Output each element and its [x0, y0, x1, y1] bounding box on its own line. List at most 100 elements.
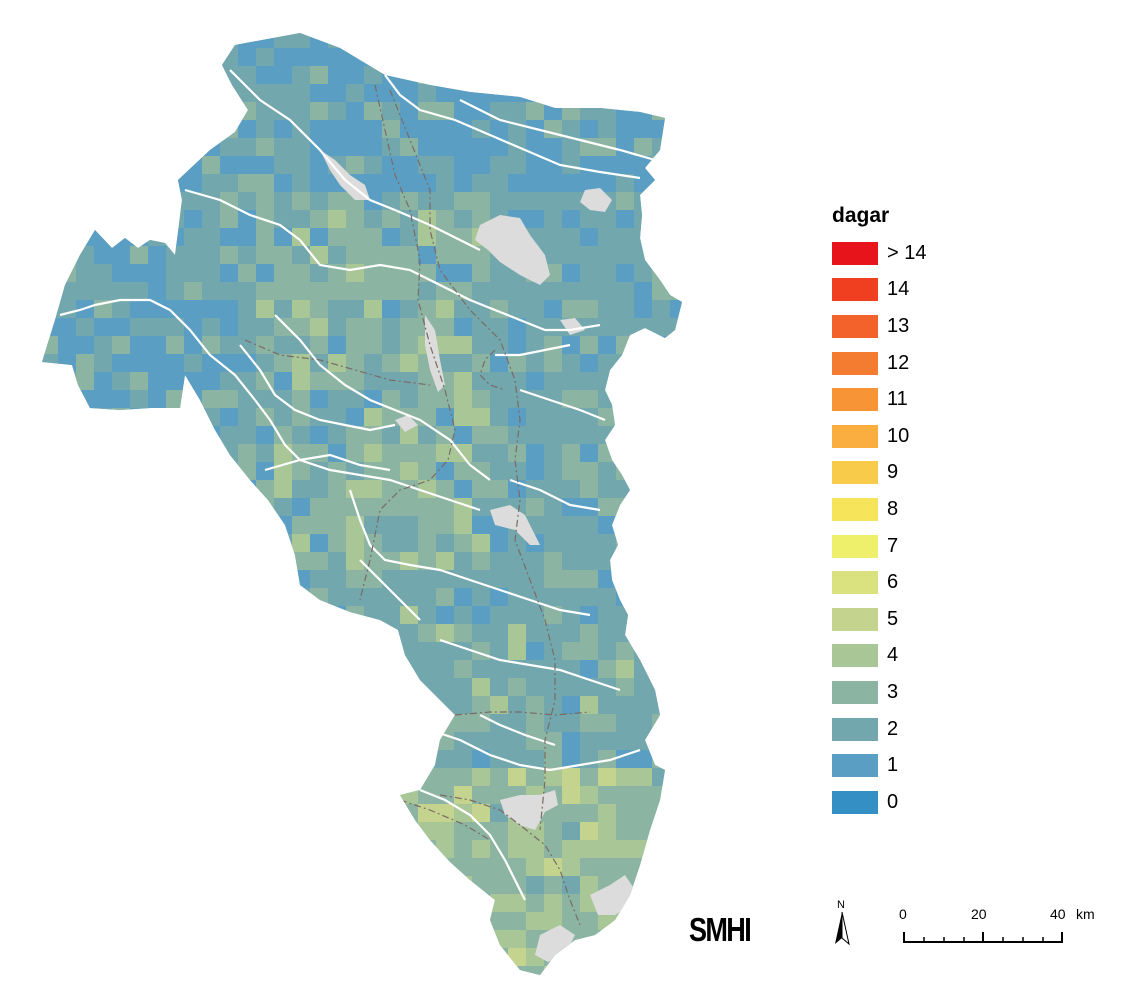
grid-cell	[454, 210, 472, 228]
grid-cell	[364, 768, 382, 786]
grid-cell	[364, 264, 382, 282]
grid-cell	[490, 732, 508, 750]
grid-cell	[562, 120, 580, 138]
grid-cell	[508, 300, 526, 318]
grid-cell	[42, 174, 58, 192]
grid-cell	[220, 174, 238, 192]
grid-cell	[76, 138, 94, 156]
grid-cell	[238, 786, 256, 804]
grid-cell	[238, 33, 256, 48]
grid-cell	[202, 750, 220, 768]
grid-cell	[220, 318, 238, 336]
grid-cell	[58, 156, 76, 174]
grid-cell	[202, 426, 220, 444]
grid-cell	[634, 300, 652, 318]
grid-cell	[184, 138, 202, 156]
grid-cell	[472, 930, 490, 948]
grid-cell	[598, 33, 616, 48]
grid-cell	[472, 480, 490, 498]
legend-label: 8	[887, 497, 899, 520]
grid-cell	[400, 66, 418, 84]
grid-cell	[238, 48, 256, 66]
grid-cell	[400, 696, 418, 714]
grid-cell	[238, 912, 256, 930]
grid-cell	[688, 102, 706, 120]
grid-cell	[580, 714, 598, 732]
grid-cell	[508, 48, 526, 66]
grid-cell	[670, 33, 682, 48]
grid-cell	[220, 444, 238, 462]
grid-cell	[112, 390, 130, 408]
grid-cell	[526, 606, 544, 624]
grid-cell	[130, 300, 148, 318]
grid-cell	[472, 822, 490, 840]
grid-cell	[418, 570, 436, 588]
grid-cell	[274, 948, 292, 966]
grid-cell	[364, 678, 382, 696]
grid-cell	[562, 282, 580, 300]
grid-cell	[670, 156, 682, 174]
legend-swatch	[832, 278, 878, 302]
grid-cell	[148, 966, 166, 975]
grid-cell	[292, 408, 310, 426]
grid-cell	[652, 336, 670, 354]
grid-cell	[580, 282, 598, 300]
grid-cell	[238, 840, 256, 858]
grid-cell	[148, 480, 166, 498]
grid-cell	[202, 264, 220, 282]
grid-cell	[130, 498, 148, 516]
legend-label: 4	[887, 644, 899, 667]
grid-cell	[94, 282, 112, 300]
grid-cell	[472, 390, 490, 408]
grid-cell	[42, 606, 58, 624]
grid-cell	[328, 318, 346, 336]
grid-cell	[616, 786, 634, 804]
grid-cell	[544, 876, 562, 894]
grid-cell	[364, 156, 382, 174]
grid-cell	[598, 966, 616, 975]
grid-cell	[598, 246, 616, 264]
grid-cell	[130, 534, 148, 552]
grid-cell	[490, 66, 508, 84]
grid-cell	[382, 732, 400, 750]
grid-cell	[130, 390, 148, 408]
grid-cell	[58, 480, 76, 498]
grid-cell	[382, 570, 400, 588]
grid-cell	[580, 786, 598, 804]
grid-cell	[184, 120, 202, 138]
grid-cell	[382, 33, 400, 48]
grid-cell	[436, 33, 454, 48]
grid-cell	[598, 462, 616, 480]
grid-cell	[670, 462, 682, 480]
grid-cell	[76, 246, 94, 264]
grid-cell	[148, 246, 166, 264]
grid-cell	[364, 786, 382, 804]
grid-cell	[310, 480, 328, 498]
grid-cell	[634, 210, 652, 228]
grid-cell	[112, 48, 130, 66]
legend-label: 0	[887, 790, 899, 813]
grid-cell	[652, 408, 670, 426]
grid-cell	[328, 300, 346, 318]
grid-cell	[688, 516, 706, 534]
grid-cell	[130, 462, 148, 480]
legend-swatch	[832, 461, 878, 485]
grid-cell	[256, 606, 274, 624]
grid-cell	[508, 84, 526, 102]
grid-cell	[328, 498, 346, 516]
grid-cell	[688, 282, 706, 300]
grid-cell	[238, 300, 256, 318]
grid-cell	[58, 642, 76, 660]
grid-cell	[328, 534, 346, 552]
grid-cell	[328, 372, 346, 390]
grid-cell	[670, 930, 682, 948]
roads	[244, 84, 591, 926]
grid-cell	[112, 876, 130, 894]
grid-cell	[328, 804, 346, 822]
grid-cell	[238, 534, 256, 552]
grid-cell	[256, 426, 274, 444]
grid-cell	[616, 102, 634, 120]
grid-cell	[580, 876, 598, 894]
grid-cell	[130, 552, 148, 570]
grid-cell	[634, 516, 652, 534]
